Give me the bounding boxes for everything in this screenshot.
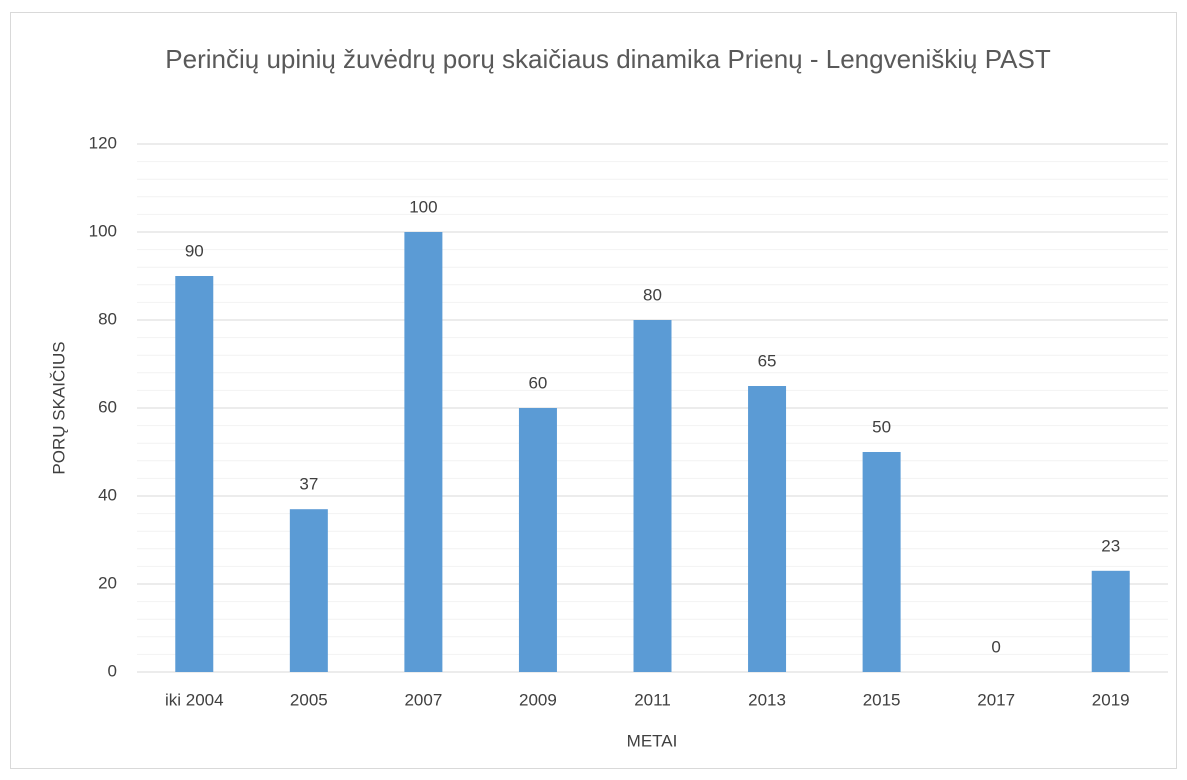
data-label: 80 <box>643 285 662 304</box>
bar <box>404 232 443 672</box>
y-axis-label: PORŲ SKAIČIUS <box>49 341 68 474</box>
x-tick-label: iki 2004 <box>165 690 224 709</box>
bar <box>1091 570 1130 672</box>
x-tick-label: 2007 <box>404 690 442 709</box>
x-tick-label: 2009 <box>519 690 557 709</box>
y-tick-label: 120 <box>89 133 117 152</box>
x-tick-label: 2005 <box>290 690 328 709</box>
y-tick-label: 40 <box>98 485 117 504</box>
x-tick-label: 2011 <box>634 690 671 709</box>
bar <box>289 509 328 672</box>
x-tick-label: 2017 <box>977 690 1015 709</box>
bar <box>175 276 214 672</box>
chart-title: Perinčių upinių žuvėdrų porų skaičiaus d… <box>165 44 1051 74</box>
bar <box>633 320 672 672</box>
data-label: 37 <box>299 475 318 494</box>
bar <box>518 408 557 672</box>
x-tick-label: 2013 <box>748 690 786 709</box>
y-tick-label: 100 <box>89 221 117 240</box>
y-tick-label: 0 <box>108 661 117 680</box>
y-tick-label: 80 <box>98 309 117 328</box>
chart-border <box>10 12 1177 769</box>
data-label: 0 <box>991 637 1000 656</box>
data-label: 90 <box>185 241 204 260</box>
data-label: 23 <box>1101 536 1120 555</box>
y-tick-label: 60 <box>98 397 117 416</box>
data-label: 100 <box>409 197 437 216</box>
data-label: 50 <box>872 417 891 436</box>
bar <box>748 386 787 672</box>
y-tick-label: 20 <box>98 573 117 592</box>
x-axis-label: METAI <box>627 731 678 750</box>
data-label: 60 <box>528 373 547 392</box>
bar <box>862 452 901 672</box>
x-tick-label: 2019 <box>1092 690 1130 709</box>
data-label: 65 <box>758 351 777 370</box>
x-tick-label: 2015 <box>863 690 901 709</box>
